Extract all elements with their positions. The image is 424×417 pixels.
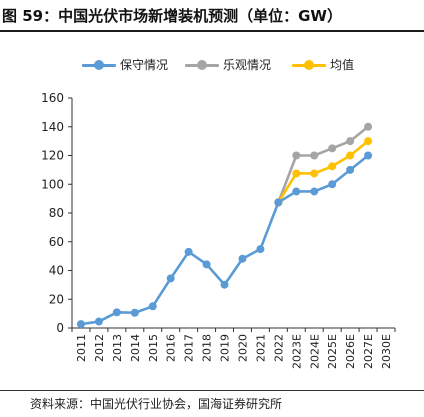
data-point-conservative	[184, 247, 193, 256]
x-tick-label: 2015	[147, 334, 160, 362]
series-line-conservative	[80, 154, 369, 326]
y-tick-label: 60	[49, 235, 64, 249]
x-tick-label: 2021	[254, 334, 267, 362]
data-point-conservative	[94, 317, 103, 326]
legend-item-average: 均值	[292, 56, 354, 73]
x-tick-label: 2012	[93, 334, 106, 362]
y-tick-label: 140	[41, 120, 64, 134]
data-point-conservative	[274, 198, 283, 207]
legend-swatch-optimistic	[185, 59, 219, 71]
x-tick-label: 2011	[75, 334, 88, 362]
data-point-conservative	[292, 187, 301, 196]
x-tick-label: 2018	[201, 334, 214, 362]
data-point-conservative	[166, 274, 175, 283]
line-chart: 0 20 40 60 80 100 120 140 160 2011 2012 2013 2014 201…	[41, 91, 396, 369]
x-tick-label: 2022	[272, 334, 285, 362]
data-point-optimistic	[364, 122, 373, 131]
data-point-optimistic	[346, 137, 355, 146]
data-point-optimistic	[310, 151, 319, 160]
data-point-conservative	[310, 187, 319, 196]
x-tick-label: 2013	[111, 334, 124, 362]
source-note: 资料来源：中国光伏行业协会，国海证券研究所	[30, 397, 283, 411]
data-point-conservative	[148, 302, 157, 311]
legend-item-conservative: 保守情况	[82, 56, 168, 73]
data-point-optimistic	[328, 144, 337, 153]
data-point-average	[364, 137, 373, 146]
x-tick-label: 2017	[183, 334, 196, 362]
x-tick-label: 2016	[165, 334, 178, 362]
legend-swatch-average	[292, 59, 326, 71]
y-tick-label: 0	[56, 321, 64, 335]
x-tick-label: 2030E	[380, 334, 393, 369]
data-point-conservative	[256, 245, 265, 254]
data-point-average	[310, 169, 319, 178]
title-rule	[0, 30, 424, 32]
data-point-conservative	[130, 308, 139, 317]
x-tick-label: 2020	[236, 334, 249, 362]
legend: 保守情况 乐观情况 均值	[0, 56, 424, 76]
series-line-optimistic	[277, 125, 369, 203]
x-tick-label: 2023E	[290, 334, 303, 369]
legend-label-average: 均值	[330, 58, 355, 72]
x-tick-label: 2026E	[344, 334, 357, 369]
data-point-conservative	[112, 308, 121, 317]
y-tick-label: 20	[49, 292, 64, 306]
data-point-conservative	[238, 254, 247, 263]
x-tick-label: 2024E	[308, 334, 321, 369]
legend-label-conservative: 保守情况	[120, 58, 169, 72]
data-point-conservative	[220, 280, 229, 289]
figure-title: 图 59：中国光伏市场新增装机预测（单位：GW）	[2, 6, 342, 25]
y-tick-label: 120	[41, 149, 64, 163]
data-point-conservative	[202, 260, 211, 269]
y-tick-label: 100	[41, 177, 64, 191]
data-point-conservative	[364, 151, 373, 160]
x-tick-label: 2019	[219, 334, 232, 362]
x-tick-label: 2014	[129, 334, 142, 362]
y-tick-label: 160	[41, 91, 64, 105]
data-point-average	[328, 162, 337, 171]
data-point-average	[292, 169, 301, 178]
legend-swatch-conservative	[82, 59, 116, 71]
data-point-conservative	[346, 165, 355, 174]
data-point-conservative	[76, 320, 85, 329]
legend-label-optimistic: 乐观情况	[223, 58, 272, 72]
data-point-average	[346, 151, 355, 160]
source-rule	[0, 390, 424, 391]
data-point-optimistic	[292, 151, 301, 160]
x-tick-label: 2027E	[362, 334, 375, 369]
y-tick-label: 40	[49, 264, 64, 278]
legend-item-optimistic: 乐观情况	[185, 56, 271, 73]
y-tick-label: 80	[49, 206, 64, 220]
x-tick-label: 2025E	[326, 334, 339, 369]
data-point-conservative	[328, 180, 337, 189]
